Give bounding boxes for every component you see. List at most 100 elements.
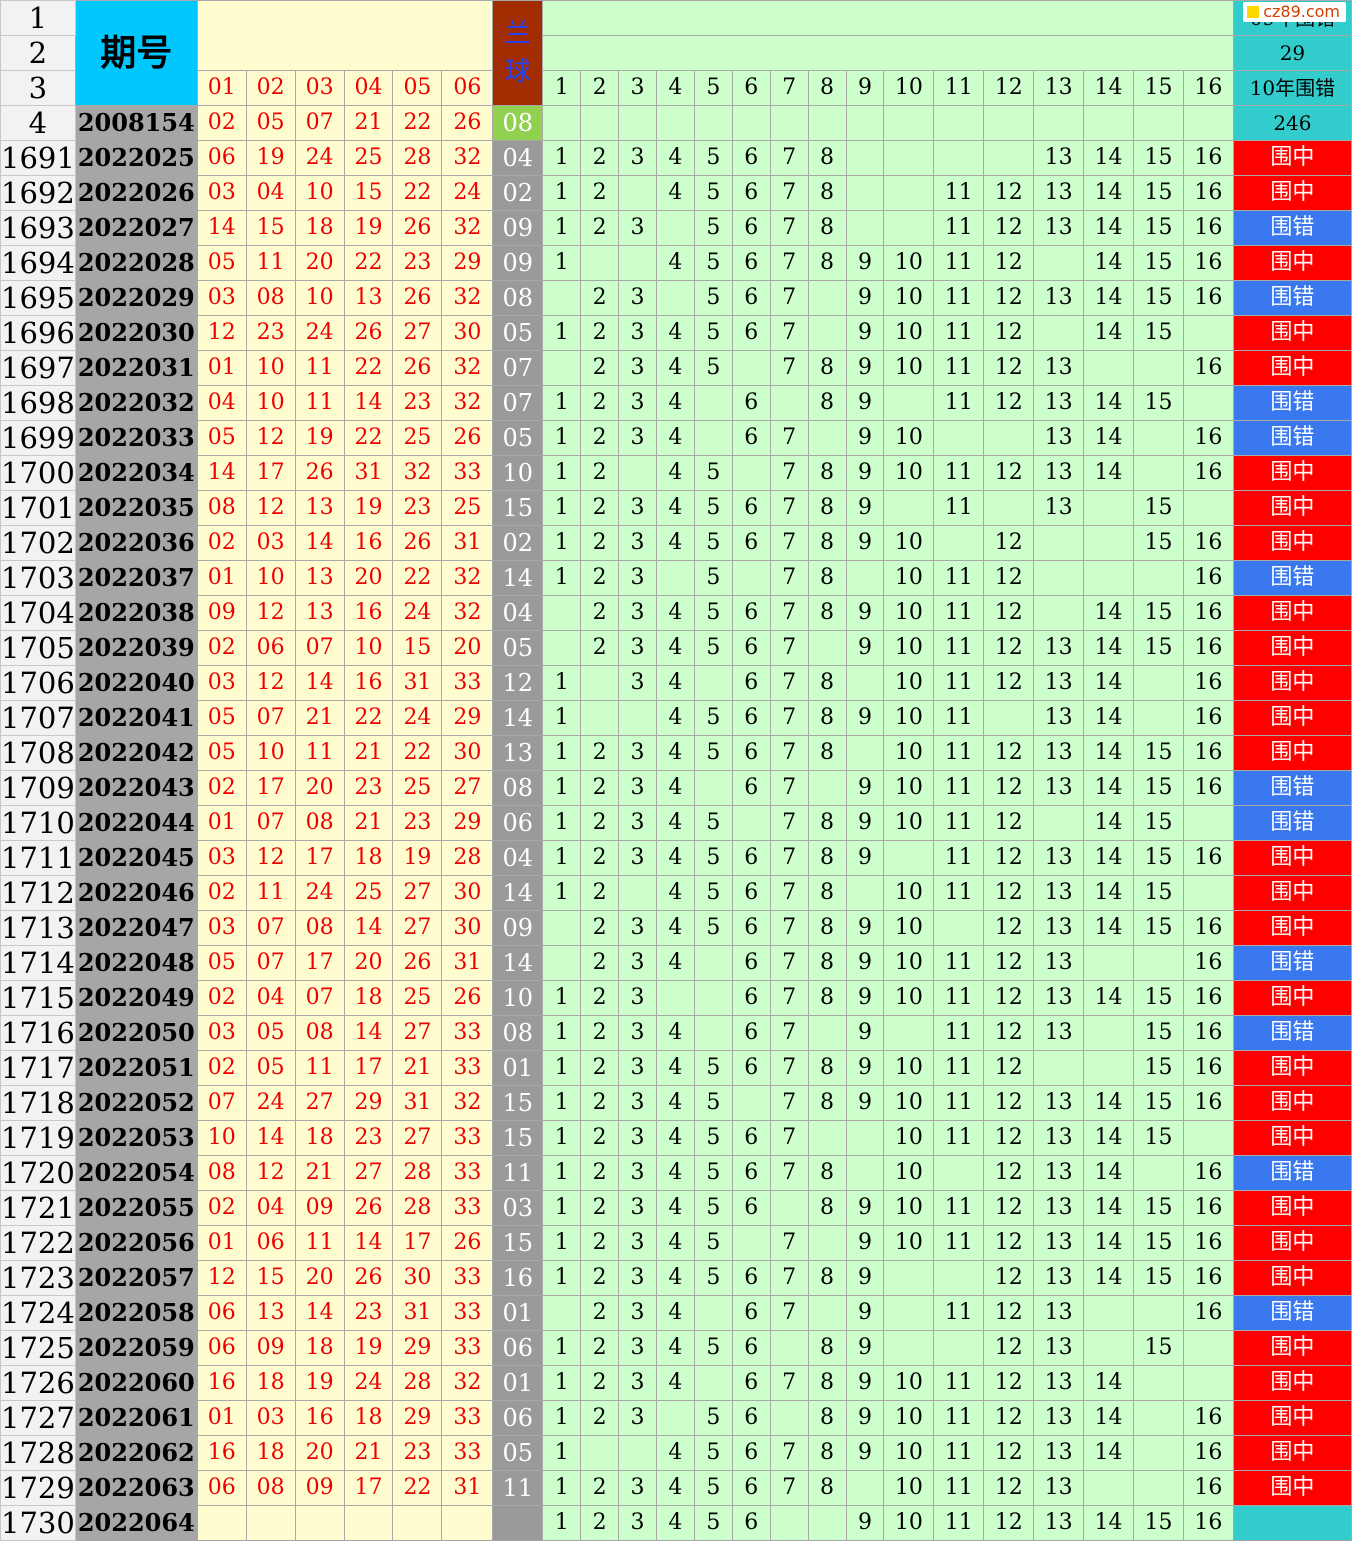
grid-cell[interactable] <box>1133 560 1184 596</box>
red-ball-cell[interactable]: 24 <box>441 175 494 211</box>
row-header[interactable]: 1714 <box>0 945 76 981</box>
grid-cell[interactable] <box>807 1015 847 1051</box>
grid-cell[interactable]: 16 <box>1182 455 1234 491</box>
grid-cell[interactable]: 13 <box>1033 875 1085 911</box>
grid-cell[interactable] <box>1182 315 1234 351</box>
grid-cell[interactable] <box>1033 1050 1085 1086</box>
grid-cell[interactable]: 16 <box>1182 910 1234 946</box>
red-ball-cell[interactable]: 24 <box>392 595 443 631</box>
grid-cell[interactable]: 5 <box>693 490 733 526</box>
red-ball-cell[interactable]: 21 <box>343 805 394 841</box>
red-ball-cell[interactable]: 27 <box>392 1015 443 1051</box>
grid-cell[interactable]: 4 <box>655 735 695 771</box>
grid-cell[interactable]: 7 <box>769 1435 809 1471</box>
result-cell[interactable]: 围错 <box>1232 805 1352 841</box>
result-cell[interactable]: 围中 <box>1232 980 1352 1016</box>
grid-cell[interactable]: 7 <box>769 735 809 771</box>
grid-cell[interactable]: 3 <box>618 525 657 561</box>
result-cell[interactable]: 围中 <box>1232 315 1352 351</box>
grid-cell[interactable] <box>807 315 847 351</box>
grid-cell[interactable]: 6 <box>731 1365 771 1401</box>
grid-cell[interactable]: 16 <box>1182 280 1234 316</box>
grid-cell[interactable]: 12 <box>983 1050 1035 1086</box>
grid-cell[interactable]: 7 <box>769 1120 809 1156</box>
grid-cell[interactable]: 5 <box>693 1050 733 1086</box>
grid-cell[interactable] <box>618 105 657 141</box>
grid-cell[interactable]: 2 <box>580 210 620 246</box>
red-ball-cell[interactable]: 25 <box>392 980 443 1016</box>
red-ball-cell[interactable]: 21 <box>294 1155 345 1191</box>
red-ball-cell[interactable]: 33 <box>441 1190 494 1226</box>
result-cell[interactable]: 围中 <box>1232 1120 1352 1156</box>
red-ball-cell[interactable]: 29 <box>441 700 494 736</box>
red-ball-cell[interactable]: 33 <box>441 1260 494 1296</box>
grid-cell[interactable]: 4 <box>655 245 695 281</box>
red-ball-cell[interactable]: 22 <box>392 560 443 596</box>
grid-cell[interactable]: 11 <box>933 490 985 526</box>
red-ball-cell[interactable]: 24 <box>245 1085 296 1121</box>
grid-cell[interactable]: 13 <box>1033 1120 1085 1156</box>
grid-cell[interactable] <box>1133 455 1184 491</box>
grid-cell[interactable]: 13 <box>1033 770 1085 806</box>
red-ball-cell[interactable]: 13 <box>245 1295 296 1331</box>
grid-cell[interactable]: 9 <box>845 700 885 736</box>
red-ball-cell[interactable]: 08 <box>294 1015 345 1051</box>
red-ball-cell[interactable]: 24 <box>294 875 345 911</box>
result-cell[interactable]: 围错 <box>1232 770 1352 806</box>
grid-cell[interactable]: 8 <box>807 455 847 491</box>
grid-cell[interactable] <box>618 1435 657 1471</box>
grid-cell[interactable] <box>983 420 1035 456</box>
grid-cell[interactable]: 8 <box>807 1085 847 1121</box>
grid-cell[interactable]: 7 <box>769 1050 809 1086</box>
red-ball-cell[interactable]: 13 <box>294 560 345 596</box>
grid-cell[interactable]: 3 <box>618 665 657 701</box>
grid-cell[interactable]: 1 <box>542 140 582 176</box>
grid-cell[interactable]: 15 <box>1133 1015 1184 1051</box>
blue-ball-cell[interactable]: 15 <box>492 1225 544 1261</box>
grid-cell[interactable]: 4 <box>655 1190 695 1226</box>
grid-cell[interactable]: 2 <box>580 1155 620 1191</box>
grid-cell[interactable]: 15 <box>1133 490 1184 526</box>
red-ball-cell[interactable]: 03 <box>245 525 296 561</box>
grid-cell[interactable] <box>542 280 582 316</box>
grid-cell[interactable] <box>883 385 935 421</box>
red-ball-cell[interactable]: 11 <box>294 385 345 421</box>
grid-cell[interactable]: 5 <box>693 175 733 211</box>
red-ball-cell[interactable]: 04 <box>196 385 247 421</box>
red-ball-cell[interactable]: 01 <box>196 1400 247 1436</box>
row-header[interactable]: 1692 <box>0 175 76 211</box>
grid-cell[interactable]: 13 <box>1033 1365 1085 1401</box>
blue-ball-cell[interactable]: 11 <box>492 1155 544 1191</box>
grid-cell[interactable]: 11 <box>933 280 985 316</box>
grid-cell[interactable] <box>845 1120 885 1156</box>
red-ball-cell[interactable]: 14 <box>343 385 394 421</box>
red-ball-cell[interactable]: 28 <box>392 1190 443 1226</box>
red-ball-cell[interactable]: 22 <box>343 350 394 386</box>
grid-cell[interactable]: 6 <box>731 1260 771 1296</box>
blue-ball-cell[interactable]: 08 <box>492 1015 544 1051</box>
grid-cell[interactable]: 6 <box>731 630 771 666</box>
grid-cell[interactable] <box>883 140 935 176</box>
grid-cell[interactable]: 10 <box>883 280 935 316</box>
grid-cell[interactable]: 8 <box>807 595 847 631</box>
red-ball-cell[interactable]: 27 <box>392 875 443 911</box>
grid-cell[interactable]: 14 <box>1083 210 1135 246</box>
grid-cell[interactable] <box>769 1190 809 1226</box>
red-ball-cell[interactable]: 17 <box>343 1050 394 1086</box>
red-ball-cell[interactable]: 26 <box>343 1260 394 1296</box>
grid-cell[interactable]: 7 <box>769 1260 809 1296</box>
grid-cell[interactable]: 9 <box>845 840 885 876</box>
grid-cell[interactable]: 12 <box>983 210 1035 246</box>
blue-ball-cell[interactable]: 09 <box>492 910 544 946</box>
red-ball-cell[interactable]: 23 <box>343 770 394 806</box>
red-ball-cell[interactable]: 26 <box>392 525 443 561</box>
grid-cell[interactable] <box>693 665 733 701</box>
grid-cell[interactable] <box>1083 490 1135 526</box>
grid-cell[interactable]: 7 <box>769 630 809 666</box>
grid-cell[interactable]: 2 <box>580 350 620 386</box>
grid-cell[interactable]: 6 <box>731 1330 771 1366</box>
grid-cell[interactable]: 2 <box>580 1330 620 1366</box>
grid-cell[interactable] <box>693 1295 733 1331</box>
red-ball-cell[interactable]: 09 <box>294 1190 345 1226</box>
row-header[interactable]: 1718 <box>0 1085 76 1121</box>
